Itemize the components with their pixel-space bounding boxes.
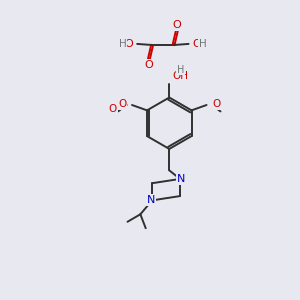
Text: O: O <box>124 39 133 49</box>
Text: H: H <box>199 39 207 49</box>
Text: O: O <box>212 99 220 109</box>
Text: N: N <box>147 195 155 206</box>
Text: H: H <box>177 64 184 75</box>
Text: O: O <box>172 20 181 30</box>
Text: H: H <box>119 39 126 49</box>
Text: N: N <box>177 174 185 184</box>
Text: O: O <box>109 104 117 114</box>
Text: O: O <box>118 99 127 109</box>
Text: OH: OH <box>172 71 188 81</box>
Text: O: O <box>193 39 202 49</box>
Text: O: O <box>145 60 153 70</box>
